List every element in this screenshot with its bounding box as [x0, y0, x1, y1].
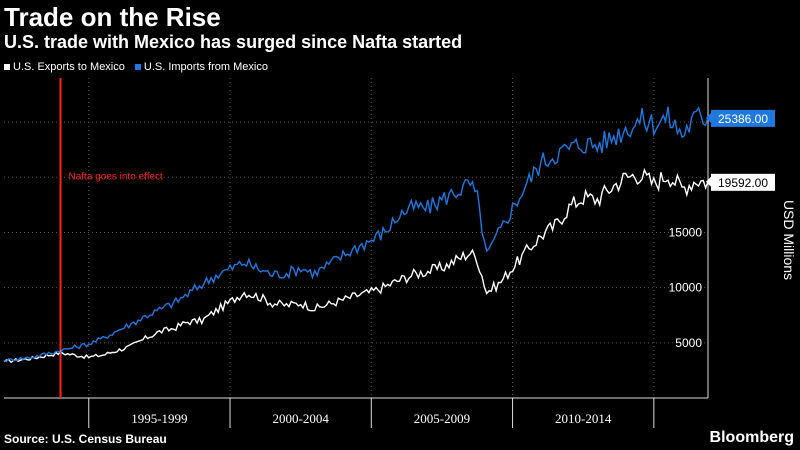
legend-swatch-imports — [134, 64, 141, 70]
series-line-imports — [3, 106, 709, 363]
last-value-tags: 19592.00 25386.00 — [706, 109, 775, 191]
last-value-tag-pointer — [706, 112, 711, 123]
chart-subtitle: U.S. trade with Mexico has surged since … — [4, 32, 463, 52]
last-value-label-imports: 25386.00 — [718, 112, 768, 126]
y-tick-label: 5000 — [675, 336, 702, 350]
source-note: Source: U.S. Census Bureau — [4, 432, 167, 446]
nafta-annotation: Nafta goes into effect — [59, 78, 164, 398]
x-axis: 1995-1999 2000-2004 2005-2009 2010-2014 — [4, 397, 708, 428]
series-line-exports — [3, 167, 709, 364]
x-tick-label: 1995-1999 — [131, 411, 187, 426]
y-tick-label: 15000 — [669, 225, 703, 239]
grid-lines — [4, 78, 708, 398]
series-lines — [3, 106, 709, 364]
last-value-tag-exports — [711, 173, 775, 191]
y-axis: 5000 10000 15000 — [669, 78, 709, 398]
last-value-tag-pointer — [706, 176, 711, 187]
x-tick-label: 2000-2004 — [272, 411, 329, 426]
x-tick-label: 2005-2009 — [414, 411, 470, 426]
legend-label-imports: U.S. Imports from Mexico — [143, 61, 268, 73]
y-axis-label: USD Millions — [781, 200, 797, 280]
annotation-label: Nafta goes into effect — [69, 171, 164, 182]
chart-title: Trade on the Rise — [4, 2, 221, 32]
brand-logo: Bloomberg — [709, 429, 794, 446]
legend-item-imports: U.S. Imports from Mexico — [134, 61, 268, 73]
legend-item-exports: U.S. Exports to Mexico — [4, 61, 125, 73]
y-tick-label: 10000 — [669, 281, 703, 295]
legend-label-exports: U.S. Exports to Mexico — [13, 61, 125, 73]
legend-swatch-exports — [4, 64, 10, 70]
chart-legend: U.S. Exports to Mexico U.S. Imports from… — [4, 61, 268, 73]
last-value-label-exports: 19592.00 — [718, 176, 768, 190]
x-tick-label: 2010-2014 — [555, 411, 612, 426]
last-value-tag-imports — [711, 109, 775, 127]
